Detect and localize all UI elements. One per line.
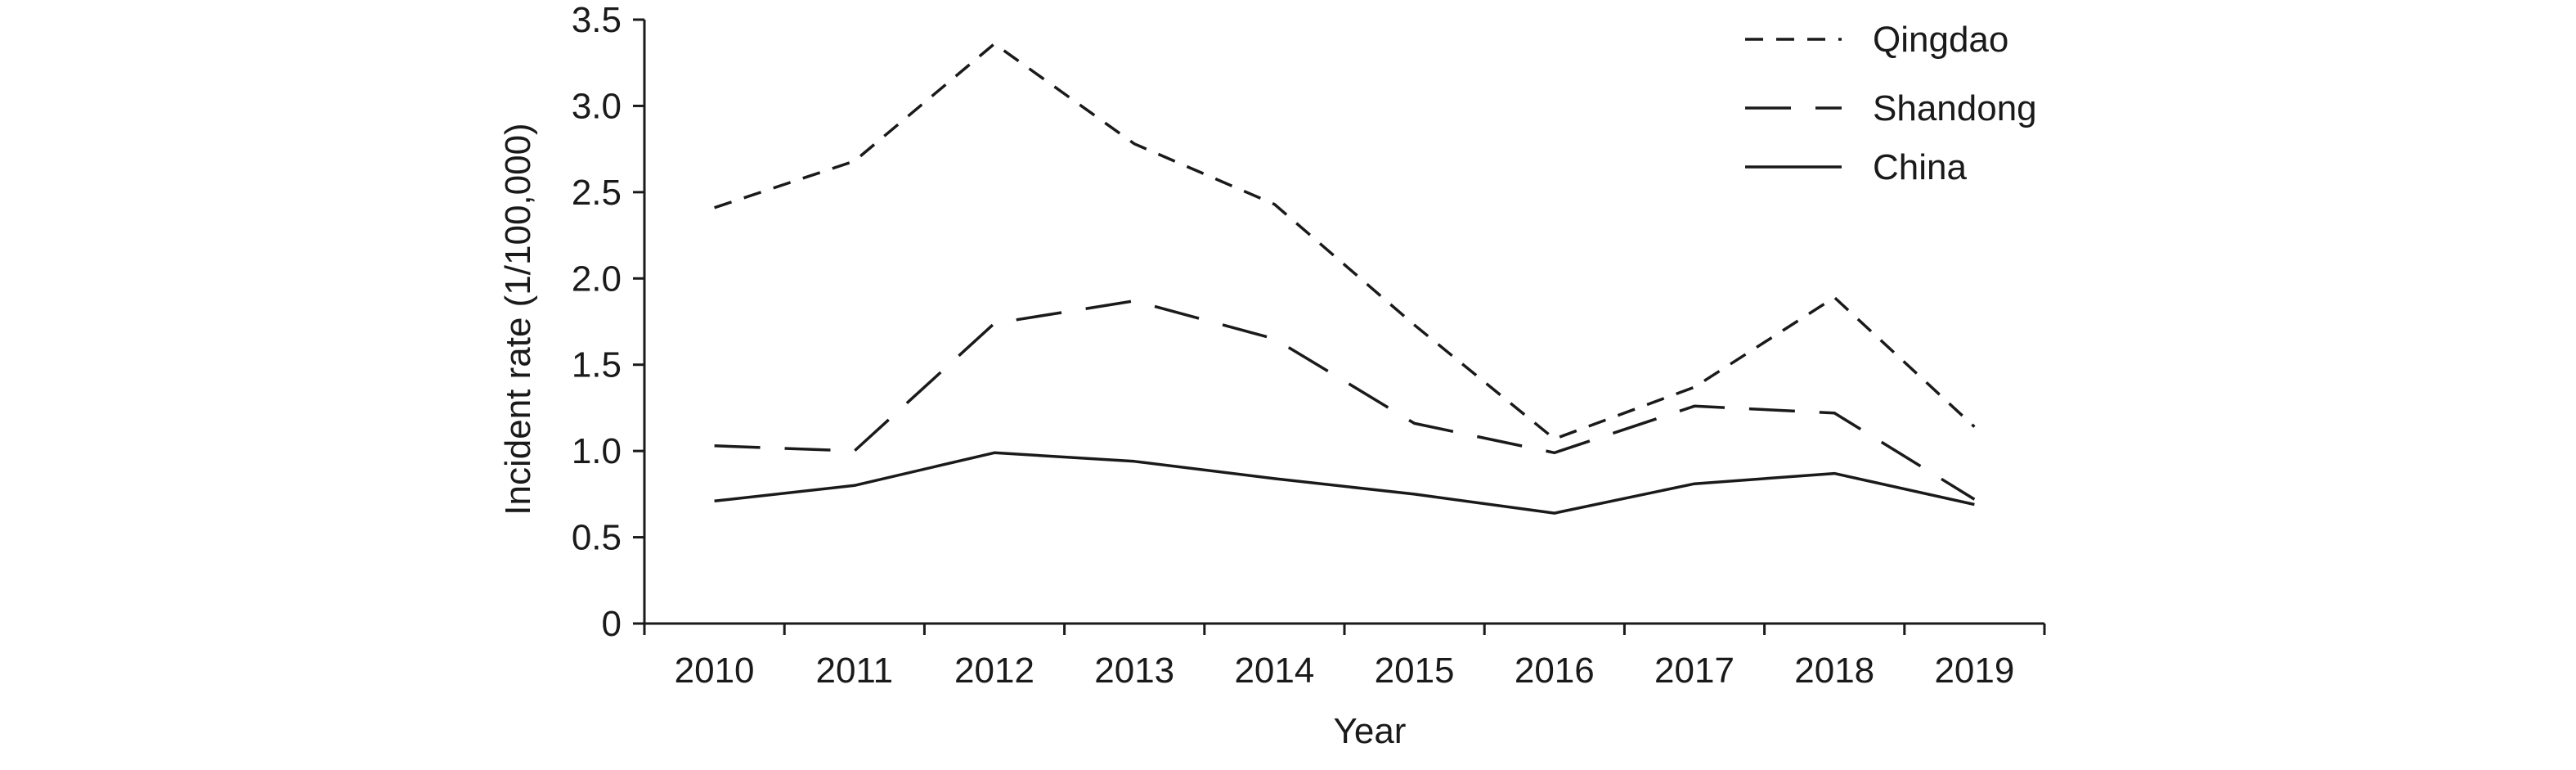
y-tick-label: 1.5: [572, 345, 622, 385]
series-line-china: [714, 451, 1975, 515]
legend-label: Shandong: [1873, 88, 2037, 128]
y-tick-label: 2.0: [572, 259, 622, 299]
x-tick-label: 2019: [1934, 651, 2014, 691]
legend-item-china: China: [1745, 147, 1967, 187]
x-tick-label: 2014: [1234, 651, 1314, 691]
legend-item-shandong: Shandong: [1745, 88, 2037, 128]
x-tick-label: 2015: [1375, 651, 1455, 691]
series-line-qingdao: [714, 42, 1976, 441]
y-tick-label: 3.5: [572, 0, 622, 40]
legend-label: China: [1873, 147, 1967, 187]
series-lines: [714, 42, 1976, 515]
x-tick-label: 2016: [1515, 651, 1595, 691]
y-axis-title: Incident rate (1/100,000): [498, 123, 538, 515]
y-ticks: 0 0.5 1.0 1.5 2.0 2.5 3.0 3.5: [572, 0, 644, 644]
y-tick-label: 3.0: [572, 86, 622, 126]
x-ticks: 2010 2011 2012 2013 2014 2015 2016 2017 2018 2019: [643, 624, 2046, 691]
axes: [643, 20, 2044, 625]
x-axis-title: Year: [1334, 711, 1407, 751]
x-tick-label: 2013: [1094, 651, 1174, 691]
x-tick-label: 2012: [954, 651, 1034, 691]
x-tick-label: 2017: [1654, 651, 1735, 691]
y-tick-label: 0.5: [572, 518, 622, 558]
x-tick-label: 2010: [675, 651, 755, 691]
legend: Qingdao Shandong China: [1745, 20, 2037, 187]
series-line-shandong: [714, 299, 1976, 501]
y-tick-label: 0: [602, 604, 622, 644]
legend-label: Qingdao: [1873, 20, 2008, 60]
y-tick-label: 1.0: [572, 431, 622, 471]
x-tick-label: 2018: [1794, 651, 1874, 691]
legend-item-qingdao: Qingdao: [1745, 20, 2008, 60]
y-tick-label: 2.5: [572, 173, 622, 213]
x-tick-label: 2011: [815, 651, 893, 691]
